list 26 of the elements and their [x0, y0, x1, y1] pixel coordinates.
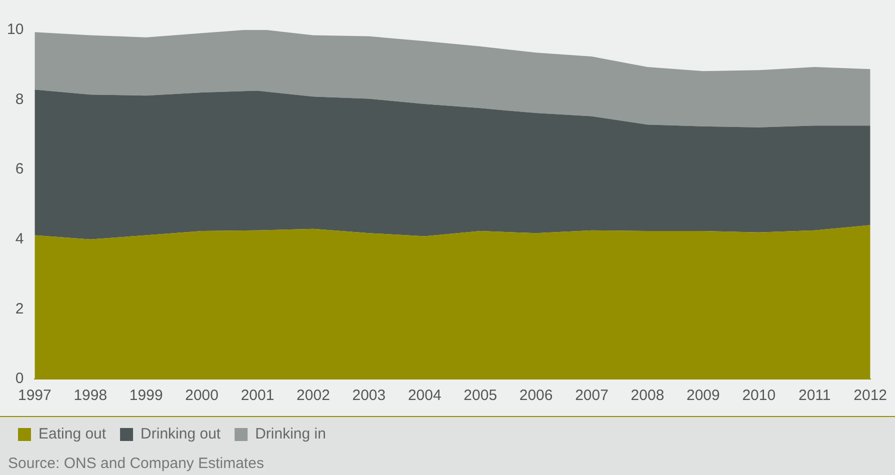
legend-label: Drinking in	[255, 426, 326, 443]
legend-label: Eating out	[38, 426, 107, 443]
y-tick-label: 4	[15, 230, 24, 248]
x-tick-label: 2000	[185, 387, 218, 404]
x-tick-label: 2004	[408, 387, 442, 404]
x-tick-label: 2011	[798, 387, 831, 404]
x-tick-label: 2006	[519, 387, 553, 404]
y-tick-label: 8	[15, 90, 24, 108]
source-note: Source: ONS and Company Estimates	[8, 455, 264, 472]
x-tick-label: 2002	[296, 387, 330, 404]
x-tick-label: 2007	[575, 387, 608, 404]
x-tick-label: 2010	[742, 387, 776, 404]
y-tick-label: 10	[6, 21, 24, 38]
x-tick-label: 2005	[464, 387, 498, 404]
x-tick-label: 2003	[352, 387, 386, 404]
x-tick-label: 2012	[854, 387, 888, 404]
x-tick-label: 1997	[18, 387, 52, 404]
y-tick-label: 6	[15, 160, 24, 178]
x-tick-label: 2009	[686, 387, 720, 404]
legend-label: Drinking out	[140, 426, 222, 443]
y-tick-label: 0	[15, 370, 24, 388]
x-tick-label: 1998	[74, 387, 108, 404]
x-tick-label: 2001	[240, 387, 274, 404]
x-tick-label: 1999	[129, 387, 163, 404]
x-tick-label: 2008	[630, 387, 664, 404]
y-tick-label: 2	[15, 300, 24, 318]
